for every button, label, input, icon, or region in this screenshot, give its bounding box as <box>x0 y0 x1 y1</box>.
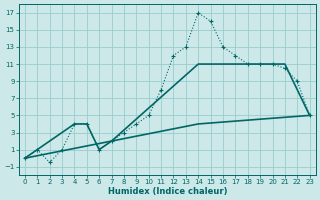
X-axis label: Humidex (Indice chaleur): Humidex (Indice chaleur) <box>108 187 227 196</box>
